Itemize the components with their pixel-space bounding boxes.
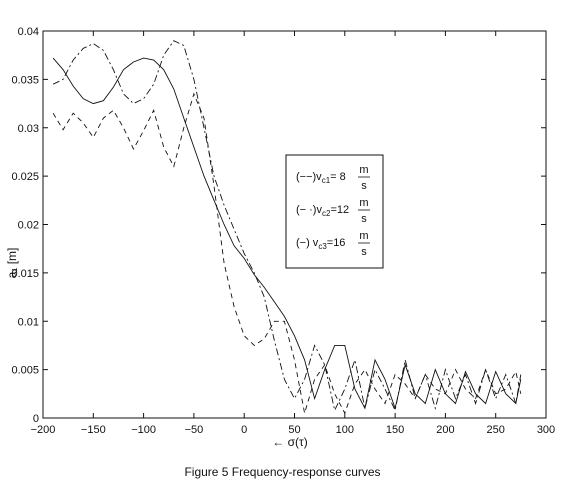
x-tick-label: 300 (537, 424, 555, 436)
y-tick-label: 0.01 (18, 316, 39, 328)
x-tick-label: −150 (81, 424, 106, 436)
x-axis-label: ← σ(τ) (272, 435, 307, 449)
frequency-response-chart: −200 −150 −100 −50 0 50 100 150 200 250 300 0 0.005 0… (5, 26, 555, 449)
y-tick-label: 0.015 (11, 268, 39, 280)
series-line-1 (52, 92, 522, 415)
x-tick-label: 250 (487, 424, 505, 436)
legend-label: (−) vc3=16 (296, 237, 345, 251)
legend-entry-3: (−) vc3=16 ms (296, 230, 370, 258)
y-tick-label: 0.035 (11, 74, 39, 86)
y-tick-label: 0.03 (18, 123, 39, 135)
legend-unit-denominator: s (361, 180, 367, 192)
y-tick-label: 0.04 (18, 26, 39, 38)
series-line-3 (52, 57, 522, 410)
x-tick-label: 0 (241, 424, 247, 436)
legend-unit-denominator: s (361, 246, 367, 258)
figure-caption: Figure 5 Frequency-response curves (184, 465, 381, 479)
y-tick-label: 0.005 (11, 365, 39, 377)
y-tick-label: 0 (33, 413, 39, 425)
x-tick-label: −100 (131, 424, 156, 436)
y-axis-label: a₁ [m] (5, 248, 19, 279)
legend-unit-numerator: m (359, 197, 368, 209)
legend-unit-numerator: m (359, 230, 368, 242)
legend-unit-denominator: s (361, 213, 367, 225)
legend-label: (− ·)vc2=12 (296, 204, 349, 218)
series-layer (52, 40, 522, 415)
x-tick-label: −50 (185, 424, 204, 436)
y-tick-label: 0.02 (18, 220, 39, 232)
x-tick-label: 100 (336, 424, 354, 436)
legend-entry-2: (− ·)vc2=12 ms (296, 197, 370, 225)
legend-label: (−−)vc1= 8 (296, 171, 346, 185)
legend-box (285, 154, 384, 269)
y-tick-label: 0.025 (11, 171, 39, 183)
x-tick-label: 150 (386, 424, 404, 436)
x-tick-label: −200 (31, 424, 56, 436)
x-tick-label: 50 (288, 424, 300, 436)
series-line-2 (52, 40, 522, 412)
x-tick-label: 200 (436, 424, 454, 436)
legend-unit-numerator: m (359, 164, 368, 176)
legend-entry-1: (−−)vc1= 8 ms (296, 164, 370, 192)
